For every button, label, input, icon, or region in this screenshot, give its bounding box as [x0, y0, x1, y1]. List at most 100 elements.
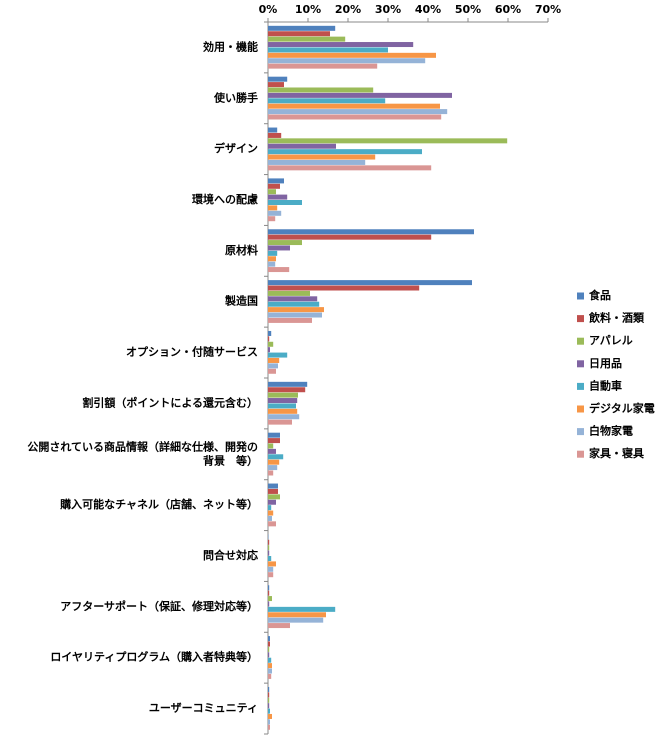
bar	[268, 347, 270, 352]
bar	[268, 262, 275, 267]
legend-swatch	[577, 406, 584, 413]
bar	[268, 109, 447, 114]
bar	[268, 572, 273, 577]
bar	[268, 725, 270, 730]
legend-swatch	[577, 451, 584, 458]
bar	[268, 235, 431, 240]
legend-label: 食品	[589, 288, 611, 302]
bar	[268, 64, 377, 69]
bar	[268, 663, 272, 668]
bar	[268, 358, 279, 363]
bar	[268, 195, 287, 200]
bar	[268, 87, 373, 92]
x-tick-label: 10%	[295, 3, 321, 16]
bar	[268, 511, 273, 516]
legend-swatch	[577, 315, 584, 322]
bar	[268, 267, 289, 272]
y-tick-label: ユーザーコミュニティ	[149, 702, 258, 715]
x-tick-label: 30%	[375, 3, 401, 16]
bar	[268, 160, 365, 165]
bar	[268, 500, 276, 505]
y-tick-label: デザイン	[214, 141, 258, 155]
bar	[268, 240, 302, 245]
bar	[268, 398, 297, 403]
y-tick-label: 環境への配慮	[192, 192, 258, 206]
bar	[268, 149, 422, 154]
y-tick-label: 公開されている商品情報（詳細な仕様、開発の背景 等）	[27, 439, 258, 467]
bar	[268, 647, 269, 652]
bar	[268, 336, 269, 341]
bar	[268, 449, 276, 454]
bar	[268, 674, 271, 679]
bar	[268, 77, 287, 82]
bar	[268, 516, 272, 521]
bar	[268, 128, 277, 133]
bar	[268, 155, 375, 160]
bar	[268, 636, 270, 641]
bar	[268, 58, 425, 63]
bar	[268, 144, 336, 149]
legend-label: 飲料・酒類	[588, 311, 645, 325]
x-tick-label: 40%	[415, 3, 441, 16]
bar	[268, 387, 305, 392]
y-tick-label: オプション・付随サービス	[126, 345, 258, 359]
bar	[268, 98, 385, 103]
bar	[268, 470, 273, 475]
bar	[268, 551, 269, 556]
bar	[268, 420, 292, 425]
bar	[268, 31, 330, 36]
bar	[268, 545, 269, 550]
bar	[268, 104, 440, 109]
legend-swatch	[577, 338, 584, 345]
bar	[268, 82, 284, 87]
x-tick-label: 70%	[535, 3, 561, 16]
y-tick-label: 購入可能なチャネル（店舗、ネット等）	[59, 497, 258, 511]
y-tick-label: 割引額（ポイントによる還元含む）	[82, 395, 258, 409]
bar	[268, 465, 277, 470]
bar	[268, 709, 270, 714]
bar	[268, 719, 270, 724]
bar	[268, 607, 335, 612]
bar	[268, 280, 472, 285]
legend-swatch	[577, 360, 584, 367]
bar	[268, 313, 322, 318]
legend-swatch	[577, 293, 584, 300]
bar	[268, 302, 319, 307]
bar	[268, 403, 296, 408]
bar	[268, 369, 276, 374]
bar	[268, 296, 317, 301]
bar	[268, 318, 312, 323]
bar	[268, 331, 271, 336]
x-tick-label: 50%	[455, 3, 481, 16]
bar	[268, 216, 275, 221]
bar	[268, 556, 271, 561]
bar	[268, 612, 326, 617]
bar	[268, 342, 273, 347]
bar	[268, 251, 277, 256]
bar	[268, 540, 269, 545]
bar	[268, 596, 272, 601]
bar	[268, 286, 419, 291]
bar	[268, 460, 279, 465]
legend-swatch	[577, 428, 584, 435]
bar	[268, 438, 280, 443]
bar	[268, 618, 323, 623]
y-tick-label: 原材料	[225, 243, 258, 257]
bar	[268, 714, 272, 719]
bar	[268, 623, 290, 628]
y-tick-label: 使い勝手	[213, 90, 258, 104]
bar	[268, 591, 269, 596]
bar	[268, 521, 276, 526]
bar	[268, 53, 436, 58]
legend-label: 白物家電	[589, 424, 633, 438]
bar	[268, 601, 269, 606]
y-tick-label: 製造国	[224, 294, 258, 308]
bar	[268, 642, 270, 647]
bar	[268, 229, 474, 234]
bar	[268, 433, 280, 438]
bar	[268, 138, 507, 143]
bar	[268, 189, 276, 194]
legend-label: 日用品	[589, 357, 622, 370]
bar	[268, 669, 272, 674]
bar	[268, 505, 271, 510]
